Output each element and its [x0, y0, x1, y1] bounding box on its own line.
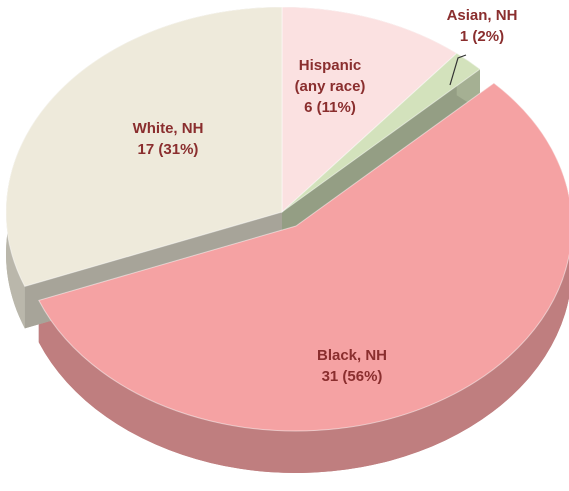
- category-label: White, NH: [132, 120, 204, 137]
- slice: [281, 52, 481, 213]
- value-label: 17 (31%): [137, 141, 199, 158]
- category-label: Asian, NH: [446, 7, 518, 24]
- leader-line: [449, 54, 467, 86]
- slice-label: White, NH 17 (31%): [133, 118, 204, 160]
- slice-label: Black, NH 31 (56%): [317, 345, 387, 387]
- slice-wall: [24, 7, 282, 329]
- slice: [5, 6, 283, 287]
- value-label: 31 (56%): [321, 368, 383, 385]
- slice-label: Asian, NH 1 (2%): [447, 5, 518, 47]
- value-label: 1 (2%): [459, 28, 505, 45]
- slice: [38, 82, 569, 432]
- slice: [281, 6, 458, 214]
- value-label: 6 (11%): [304, 99, 356, 116]
- slice-label: Hispanic (any race) 6 (11%): [295, 55, 366, 118]
- category-label: Black, NH: [316, 347, 388, 364]
- category-label: Hispanic (any race): [294, 57, 366, 95]
